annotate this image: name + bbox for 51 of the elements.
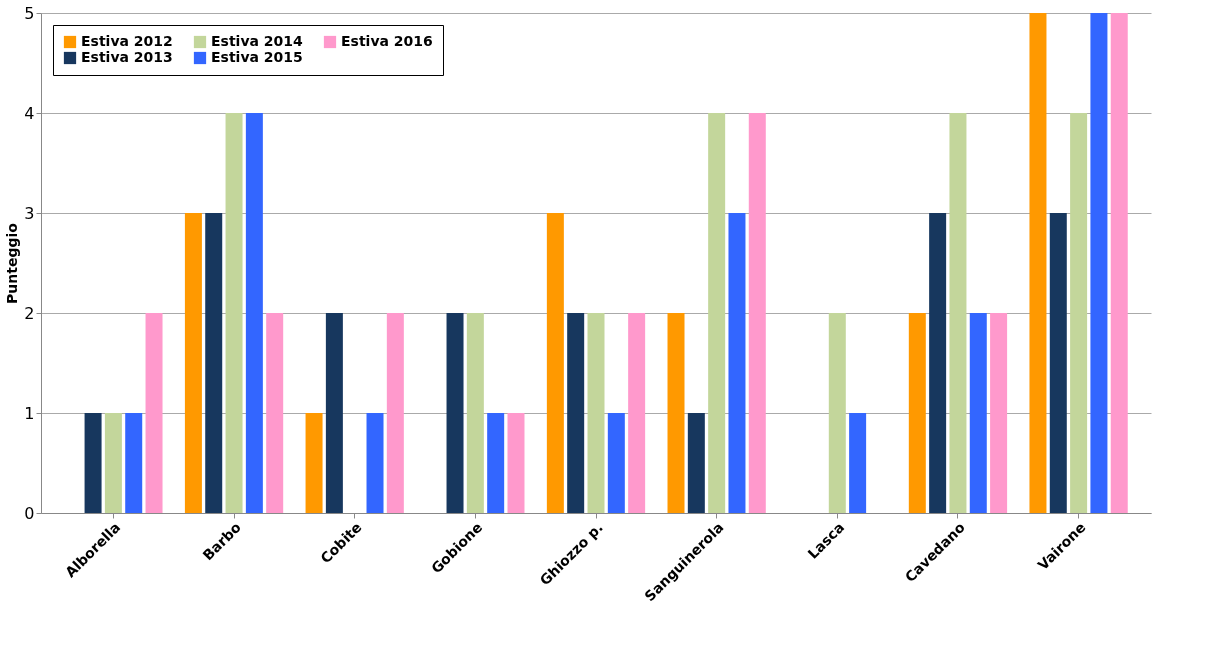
y-axis-title: Punteggio xyxy=(4,222,21,304)
bar xyxy=(828,313,846,513)
y-tick-label: 3 xyxy=(24,203,35,223)
y-tick-label: 1 xyxy=(24,403,35,423)
bar xyxy=(366,413,384,513)
bar xyxy=(205,213,223,513)
legend-label: Estiva 2015 xyxy=(211,49,303,65)
legend-label: Estiva 2016 xyxy=(341,33,433,49)
bar xyxy=(969,313,987,513)
legend-label: Estiva 2012 xyxy=(81,33,173,49)
bar xyxy=(849,413,867,513)
y-tick-label: 4 xyxy=(24,103,35,123)
bar xyxy=(546,213,564,513)
y-tick-label: 5 xyxy=(24,3,35,23)
bar xyxy=(1029,13,1047,513)
bar xyxy=(567,313,585,513)
bar xyxy=(446,313,464,513)
bar xyxy=(225,113,243,513)
bar xyxy=(305,413,323,513)
bar xyxy=(708,113,726,513)
bar xyxy=(949,113,967,513)
bar xyxy=(990,313,1008,513)
bar xyxy=(145,313,163,513)
bar xyxy=(125,413,143,513)
bar xyxy=(184,213,202,513)
y-tick-label: 0 xyxy=(24,503,35,523)
bar xyxy=(245,113,263,513)
bar xyxy=(104,413,122,513)
bar xyxy=(587,313,605,513)
bar xyxy=(667,313,685,513)
bar xyxy=(687,413,705,513)
bar xyxy=(748,113,766,513)
legend-label: Estiva 2013 xyxy=(81,49,173,65)
bar xyxy=(507,413,525,513)
bar xyxy=(728,213,746,513)
bar xyxy=(628,313,646,513)
bar xyxy=(908,313,926,513)
bar xyxy=(607,413,625,513)
bar xyxy=(1070,113,1088,513)
bar xyxy=(487,413,505,513)
legend-label: Estiva 2014 xyxy=(211,33,304,49)
bar xyxy=(386,313,404,513)
bar xyxy=(1110,13,1128,513)
bar xyxy=(466,313,484,513)
bar xyxy=(325,313,343,513)
y-tick-label: 2 xyxy=(24,303,35,323)
bar xyxy=(266,313,284,513)
bar xyxy=(1049,213,1067,513)
bar xyxy=(1090,13,1108,513)
bar xyxy=(929,213,947,513)
bar xyxy=(84,413,102,513)
